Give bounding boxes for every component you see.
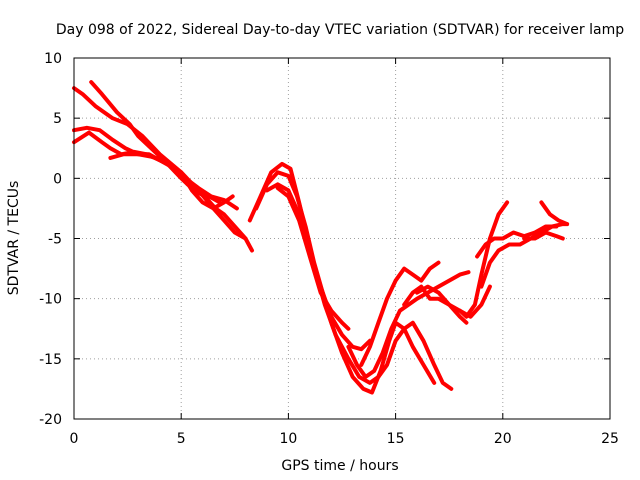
axis-ticks: 0 5 10 15 20 25 -20 -15 -10 -5 0 5 10 xyxy=(39,51,619,447)
series-line-s18 xyxy=(522,230,565,241)
series-line-s11 xyxy=(359,260,441,367)
series-line-s9 xyxy=(275,186,351,331)
series-line-s1 xyxy=(72,86,254,253)
series-line-s5 xyxy=(108,152,235,211)
series-line-s13 xyxy=(415,284,469,325)
series-line-s10 xyxy=(346,270,471,379)
y-tick-label: 0 xyxy=(53,171,62,187)
y-axis-label: SDTVAR / TECUs xyxy=(6,181,22,296)
x-tick-label: 25 xyxy=(601,431,619,447)
x-axis-label: GPS time / hours xyxy=(281,458,398,474)
y-tick-label: 5 xyxy=(53,111,62,127)
y-tick-label: -10 xyxy=(39,292,62,308)
series-line-s16 xyxy=(475,224,559,259)
x-tick-label: 10 xyxy=(279,431,297,447)
series-line-s17 xyxy=(539,200,570,227)
series-line-s12 xyxy=(402,284,492,319)
y-tick-label: -15 xyxy=(39,352,62,368)
x-tick-label: 20 xyxy=(494,431,512,447)
x-tick-label: 0 xyxy=(70,431,79,447)
data-series xyxy=(72,80,570,395)
series-line-s7 xyxy=(254,170,437,395)
y-tick-label: -5 xyxy=(48,232,62,248)
series-line-s8 xyxy=(265,182,372,352)
chart-title: Day 098 of 2022, Sidereal Day-to-day VTE… xyxy=(56,22,624,38)
grid xyxy=(74,58,610,419)
x-tick-label: 5 xyxy=(177,431,186,447)
y-tick-label: -20 xyxy=(39,412,62,428)
series-line-s14 xyxy=(457,200,510,319)
x-tick-label: 15 xyxy=(387,431,405,447)
y-tick-label: 10 xyxy=(44,51,62,67)
series-line-s6 xyxy=(247,161,454,391)
series-line-s4 xyxy=(72,130,239,211)
